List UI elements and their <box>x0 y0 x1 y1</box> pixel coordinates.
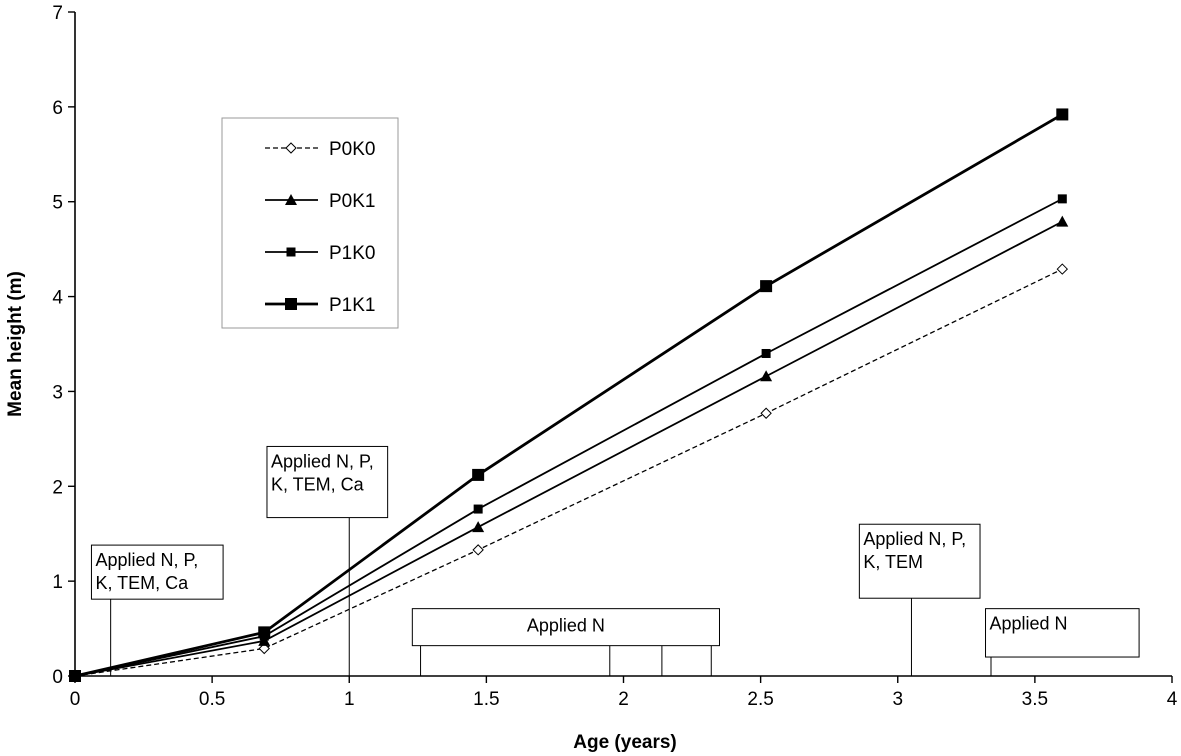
data-point <box>472 544 484 556</box>
annotation-box <box>985 608 1140 658</box>
x-tick-label: 4 <box>1167 689 1178 710</box>
x-tick-label: 0.5 <box>199 689 225 710</box>
series-p0k1 <box>69 215 1069 681</box>
data-point <box>1056 108 1069 121</box>
data-point <box>285 298 297 310</box>
y-tick-label: 2 <box>52 477 63 498</box>
annotation-text: Applied N <box>990 614 1068 634</box>
annotation: Applied N <box>411 608 720 676</box>
x-tick-label: 1.5 <box>473 689 499 710</box>
legend-label: P1K0 <box>329 243 375 264</box>
annotation-box <box>411 608 720 647</box>
legend: P0K0 P0K1 P1K0 P1K1 <box>221 117 399 329</box>
annotation-box <box>90 544 224 600</box>
x-tick-label: 3 <box>892 689 903 710</box>
data-point <box>286 247 296 257</box>
annotation-text: Applied N <box>527 616 605 636</box>
annotation-box <box>858 523 981 599</box>
legend-item-p0k1: P0K1 <box>265 191 375 212</box>
legend-label: P0K1 <box>329 191 375 212</box>
data-point <box>472 468 485 481</box>
y-tick-label: 1 <box>52 572 63 593</box>
y-tick-label: 7 <box>52 3 63 24</box>
annotation-text: K, TEM <box>863 552 923 572</box>
y-axis-title: Mean height (m) <box>5 271 26 417</box>
legend-label: P0K0 <box>329 139 375 160</box>
annotation: Applied N, P, K, TEM <box>858 523 981 676</box>
legend-item-p0k0: P0K0 <box>265 139 375 160</box>
annotation-box <box>266 445 389 519</box>
y-tick-label: 5 <box>52 193 63 214</box>
annotations-layer: Applied N, P, K, TEM, Ca Applied N, P, K, T… <box>90 445 1140 676</box>
data-point <box>761 348 771 358</box>
legend-item-p1k1: P1K1 <box>265 295 375 316</box>
legend-items: P0K0 P0K1 P1K0 P1K1 <box>265 139 375 316</box>
data-point <box>760 370 773 382</box>
annotation-text: Applied N, P, <box>95 550 198 570</box>
x-tick-label: 2 <box>618 689 629 710</box>
data-point <box>1057 194 1067 204</box>
data-point <box>69 670 81 682</box>
y-tick-label: 0 <box>52 667 63 688</box>
annotation-text: K, TEM, Ca <box>271 474 365 494</box>
y-tick-label: 4 <box>52 288 63 309</box>
data-point <box>1056 263 1069 275</box>
legend-label: P1K1 <box>329 295 375 316</box>
x-axis-title: Age (years) <box>573 732 677 753</box>
x-tick-label: 1 <box>344 689 355 710</box>
series-p1k0 <box>70 194 1067 681</box>
axes: 0 0.5 1 1.5 2 2.5 3 3.5 4 0 1 2 3 4 5 6 7 <box>52 3 1177 710</box>
data-point <box>285 194 297 205</box>
annotation: Applied N, P, K, TEM, Ca <box>266 445 389 676</box>
annotation-text: Applied N, P, <box>863 529 966 549</box>
x-tick-label: 0 <box>70 689 81 710</box>
y-tick-label: 6 <box>52 98 63 119</box>
y-tick-label: 3 <box>52 382 63 403</box>
series-p1k1 <box>69 108 1069 682</box>
data-point <box>285 142 297 154</box>
series-layer <box>69 108 1069 682</box>
x-tick-label: 2.5 <box>747 689 773 710</box>
data-point <box>258 626 271 639</box>
data-point <box>258 642 270 655</box>
legend-box <box>221 117 399 329</box>
annotation-text: K, TEM, Ca <box>95 573 189 593</box>
annotation: Applied N, P, K, TEM, Ca <box>90 544 224 676</box>
annotation: Applied N <box>985 608 1140 676</box>
data-point <box>473 504 483 514</box>
data-point <box>472 521 485 533</box>
annotation-text: Applied N, P, <box>271 451 374 471</box>
data-point <box>760 280 773 293</box>
x-tick-label: 3.5 <box>1022 689 1048 710</box>
legend-item-p1k0: P1K0 <box>265 243 375 264</box>
data-point <box>1056 215 1069 227</box>
data-point <box>760 407 772 419</box>
